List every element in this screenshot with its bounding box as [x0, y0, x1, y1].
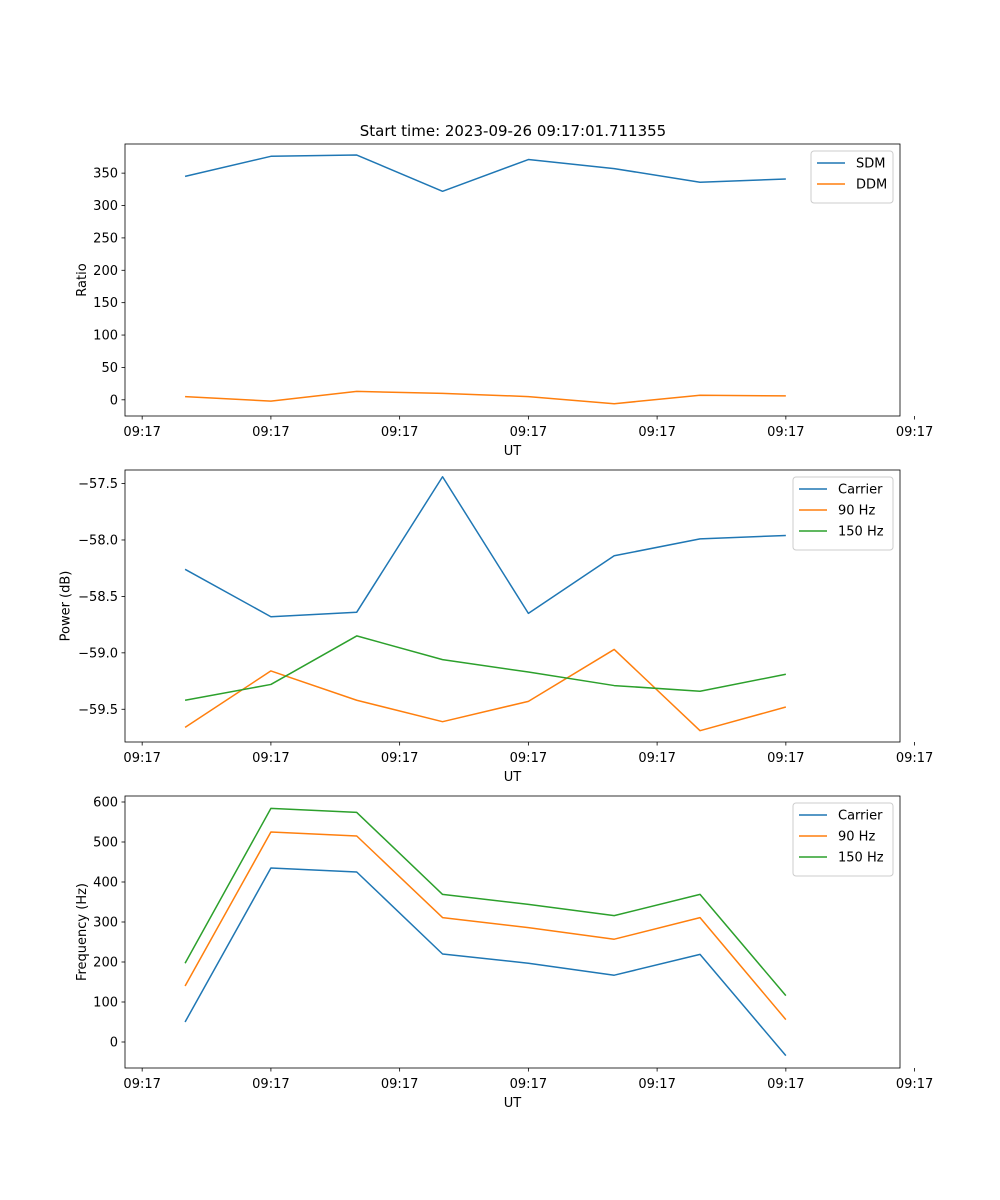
y-tick-label: −59.5 [78, 703, 118, 718]
legend-box [810, 150, 894, 204]
x-tick-label: 09:17 [252, 751, 289, 766]
x-axis-label: UT [504, 444, 522, 459]
x-tick-label: 09:17 [252, 1077, 289, 1092]
x-tick-label: 09:17 [767, 425, 804, 440]
x-tick-label: 09:17 [510, 425, 547, 440]
y-tick-label: 300 [93, 916, 118, 931]
x-tick-label: 09:17 [638, 425, 675, 440]
x-tick-label: 09:17 [767, 1077, 804, 1092]
y-axis-label: Ratio [75, 263, 90, 296]
y-axis-label: Frequency (Hz) [75, 883, 90, 981]
y-tick-label: 200 [93, 264, 118, 279]
series-line-carrier [184, 867, 787, 1057]
legend-label-carrier: Carrier [838, 483, 883, 498]
y-tick-label: 200 [93, 956, 118, 971]
legend-label-carrier: Carrier [838, 809, 883, 824]
y-tick-label: 300 [93, 199, 118, 214]
legend-label-150-hz: 150 Hz [838, 851, 884, 866]
series-line-150-hz [184, 807, 787, 997]
y-tick-label: 250 [93, 231, 118, 246]
y-tick-label: −58.0 [78, 533, 118, 548]
legend: SDM DDM [810, 150, 894, 204]
y-tick-label: 100 [93, 329, 118, 344]
legend-label-90-hz: 90 Hz [838, 830, 875, 845]
series-line-carrier [184, 476, 786, 618]
y-tick-label: 350 [93, 167, 118, 182]
y-tick-label: 150 [93, 296, 118, 311]
y-tick-label: 50 [101, 361, 118, 376]
x-tick-label: 09:17 [896, 1077, 933, 1092]
y-tick-label: 0 [110, 393, 118, 408]
legend: Carrier 90 Hz 150 Hz [792, 476, 894, 551]
x-tick-label: 09:17 [123, 425, 160, 440]
series-line-90-hz [184, 831, 787, 1021]
legend-label-150-hz: 150 Hz [838, 525, 884, 540]
x-tick-label: 09:17 [510, 751, 547, 766]
x-tick-label: 09:17 [123, 751, 160, 766]
y-tick-label: −58.5 [78, 590, 118, 605]
series-line-sdm [184, 154, 786, 193]
y-tick-label: −57.5 [78, 477, 118, 492]
legend-label-sdm: SDM [856, 157, 885, 172]
y-tick-label: 100 [93, 996, 118, 1011]
axes-frame [124, 143, 901, 417]
y-tick-label: 600 [93, 796, 118, 811]
x-tick-label: 09:17 [510, 1077, 547, 1092]
axes-frame [124, 469, 901, 743]
x-tick-label: 09:17 [381, 1077, 418, 1092]
chart-panel-1: 09:17 09:17 09:17 09:17 09:17 09:17 09:17 UT 0 50… [75, 143, 933, 459]
x-axis-label: UT [504, 1096, 522, 1111]
x-tick-label: 09:17 [123, 1077, 160, 1092]
x-tick-label: 09:17 [381, 425, 418, 440]
x-tick-label: 09:17 [638, 1077, 675, 1092]
x-axis-label: UT [504, 770, 522, 785]
legend: Carrier 90 Hz 150 Hz [792, 802, 894, 877]
x-tick-label: 09:17 [381, 751, 418, 766]
series-line-ddm [185, 390, 786, 405]
x-tick-label: 09:17 [896, 751, 933, 766]
chart-panel-2: 09:17 09:17 09:17 09:17 09:17 09:17 09:17 UT −59… [59, 469, 933, 785]
y-tick-label: −59.0 [78, 646, 118, 661]
legend-label-ddm: DDM [856, 178, 887, 193]
x-tick-label: 09:17 [252, 425, 289, 440]
y-tick-label: 0 [110, 1036, 118, 1051]
x-tick-label: 09:17 [767, 751, 804, 766]
axes-frame [124, 795, 901, 1069]
series-line-150-hz [184, 635, 786, 701]
y-tick-label: 500 [93, 836, 118, 851]
figure-title: Start time: 2023-09-26 09:17:01.711355 [360, 122, 666, 140]
chart-panel-3: 09:17 09:17 09:17 09:17 09:17 09:17 09:17 UT 0 10… [75, 796, 933, 1112]
legend-label-90-hz: 90 Hz [838, 504, 875, 519]
y-tick-label: 400 [93, 876, 118, 891]
y-axis-label: Power (dB) [59, 571, 74, 642]
x-tick-label: 09:17 [896, 425, 933, 440]
x-tick-label: 09:17 [638, 751, 675, 766]
